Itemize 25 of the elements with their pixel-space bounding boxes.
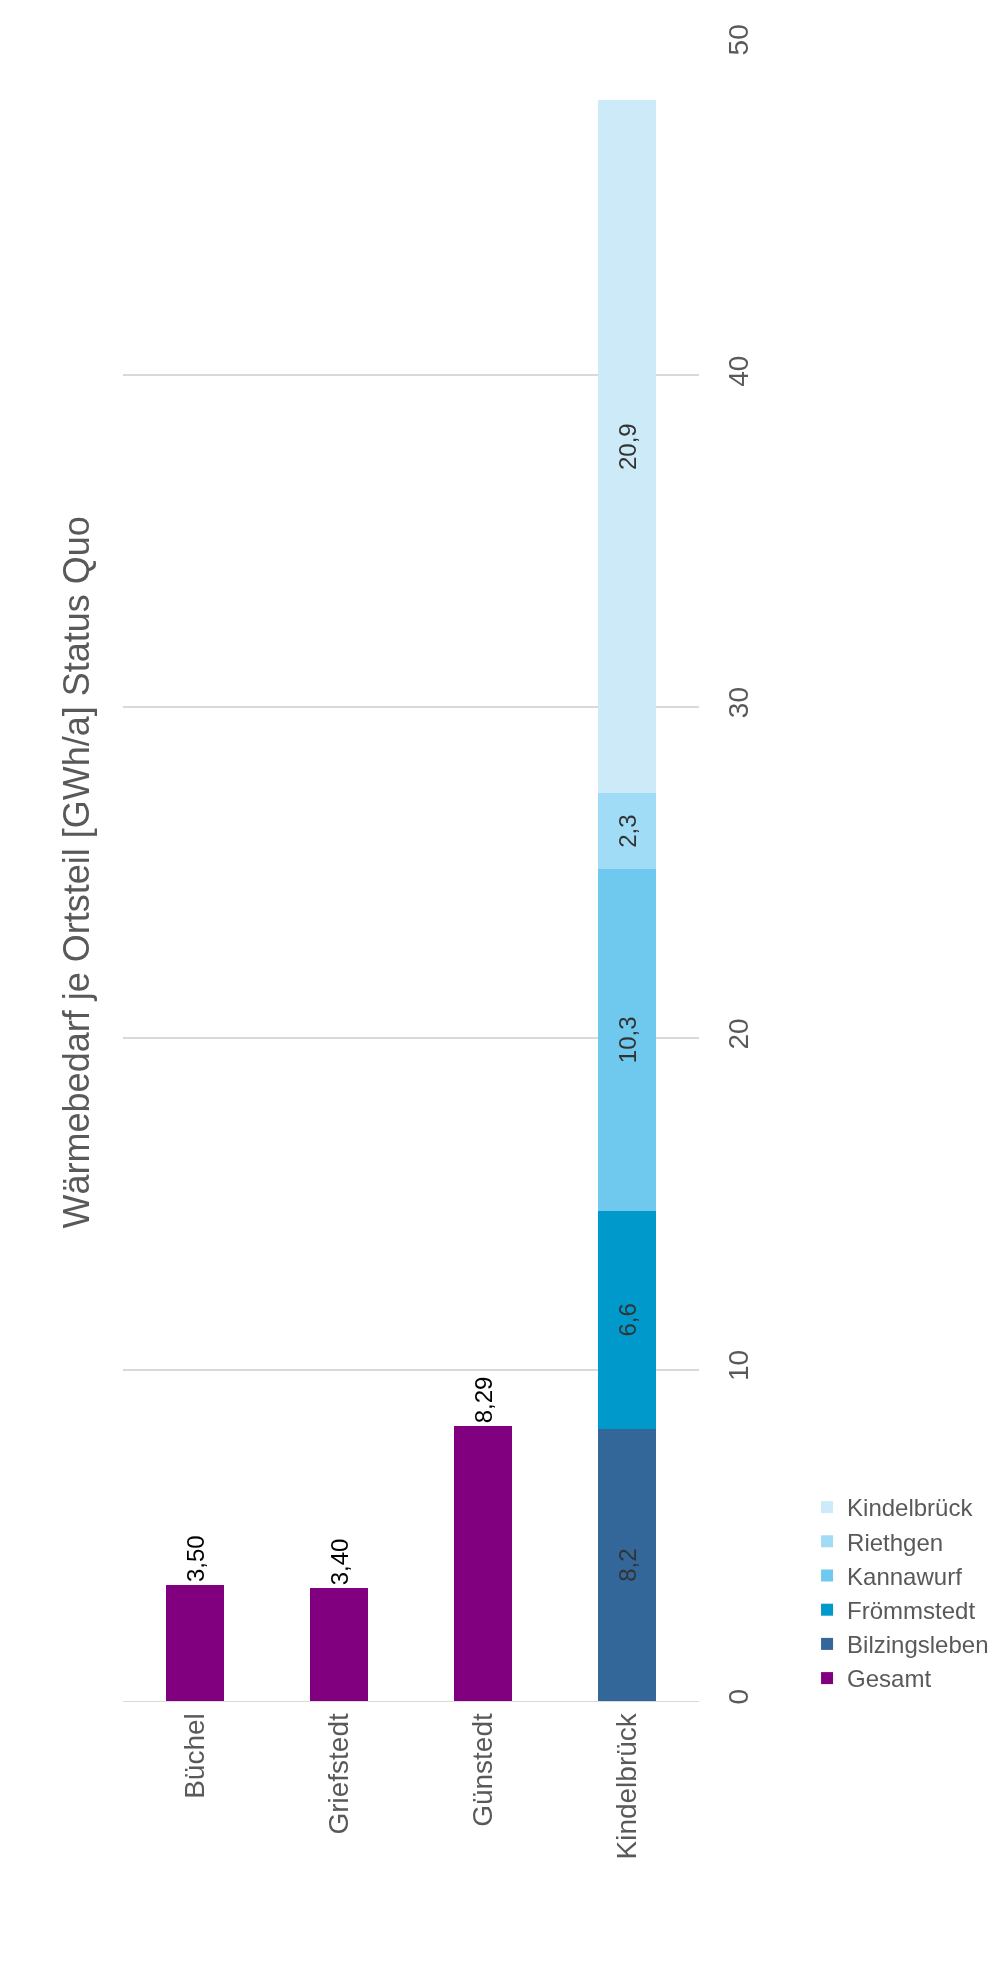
x-tick-label: Griefstedt xyxy=(323,1712,355,1835)
data-label: 10,3 xyxy=(613,1016,641,1064)
legend-label: Riethgen xyxy=(847,1528,944,1556)
x-tick-label: Büchel xyxy=(179,1713,211,1799)
data-label: 3,50 xyxy=(181,1535,209,1583)
y-tick-label: 50 xyxy=(723,24,754,56)
x-tick-label: Günstedt xyxy=(467,1712,499,1827)
y-tick-label: 0 xyxy=(723,1689,754,1705)
legend-label: Gesamt xyxy=(847,1665,932,1693)
data-label: 3,40 xyxy=(325,1538,353,1586)
legend-label: Kindelbrück xyxy=(847,1494,974,1522)
data-label: 8,2 xyxy=(613,1548,641,1582)
data-label: 2,3 xyxy=(613,814,641,848)
text: Wärmebedarf je Ortsteil [GWh/a] Status Quo xyxy=(56,516,98,1229)
y-tick-label: 30 xyxy=(723,687,754,719)
legend-label: Frömmstedt xyxy=(847,1597,976,1625)
legend-label: Kannawurf xyxy=(847,1562,963,1590)
y-tick-label: 40 xyxy=(723,355,754,387)
data-label: 8,29 xyxy=(469,1376,497,1424)
data-label: 6,6 xyxy=(613,1303,641,1337)
legend-label: Bilzingsleben xyxy=(847,1631,989,1659)
y-tick-label: 10 xyxy=(723,1349,754,1381)
y-tick-label: 20 xyxy=(723,1018,754,1050)
data-label: 20,9 xyxy=(613,423,641,471)
x-tick-label: Kindelbrück xyxy=(611,1712,643,1860)
